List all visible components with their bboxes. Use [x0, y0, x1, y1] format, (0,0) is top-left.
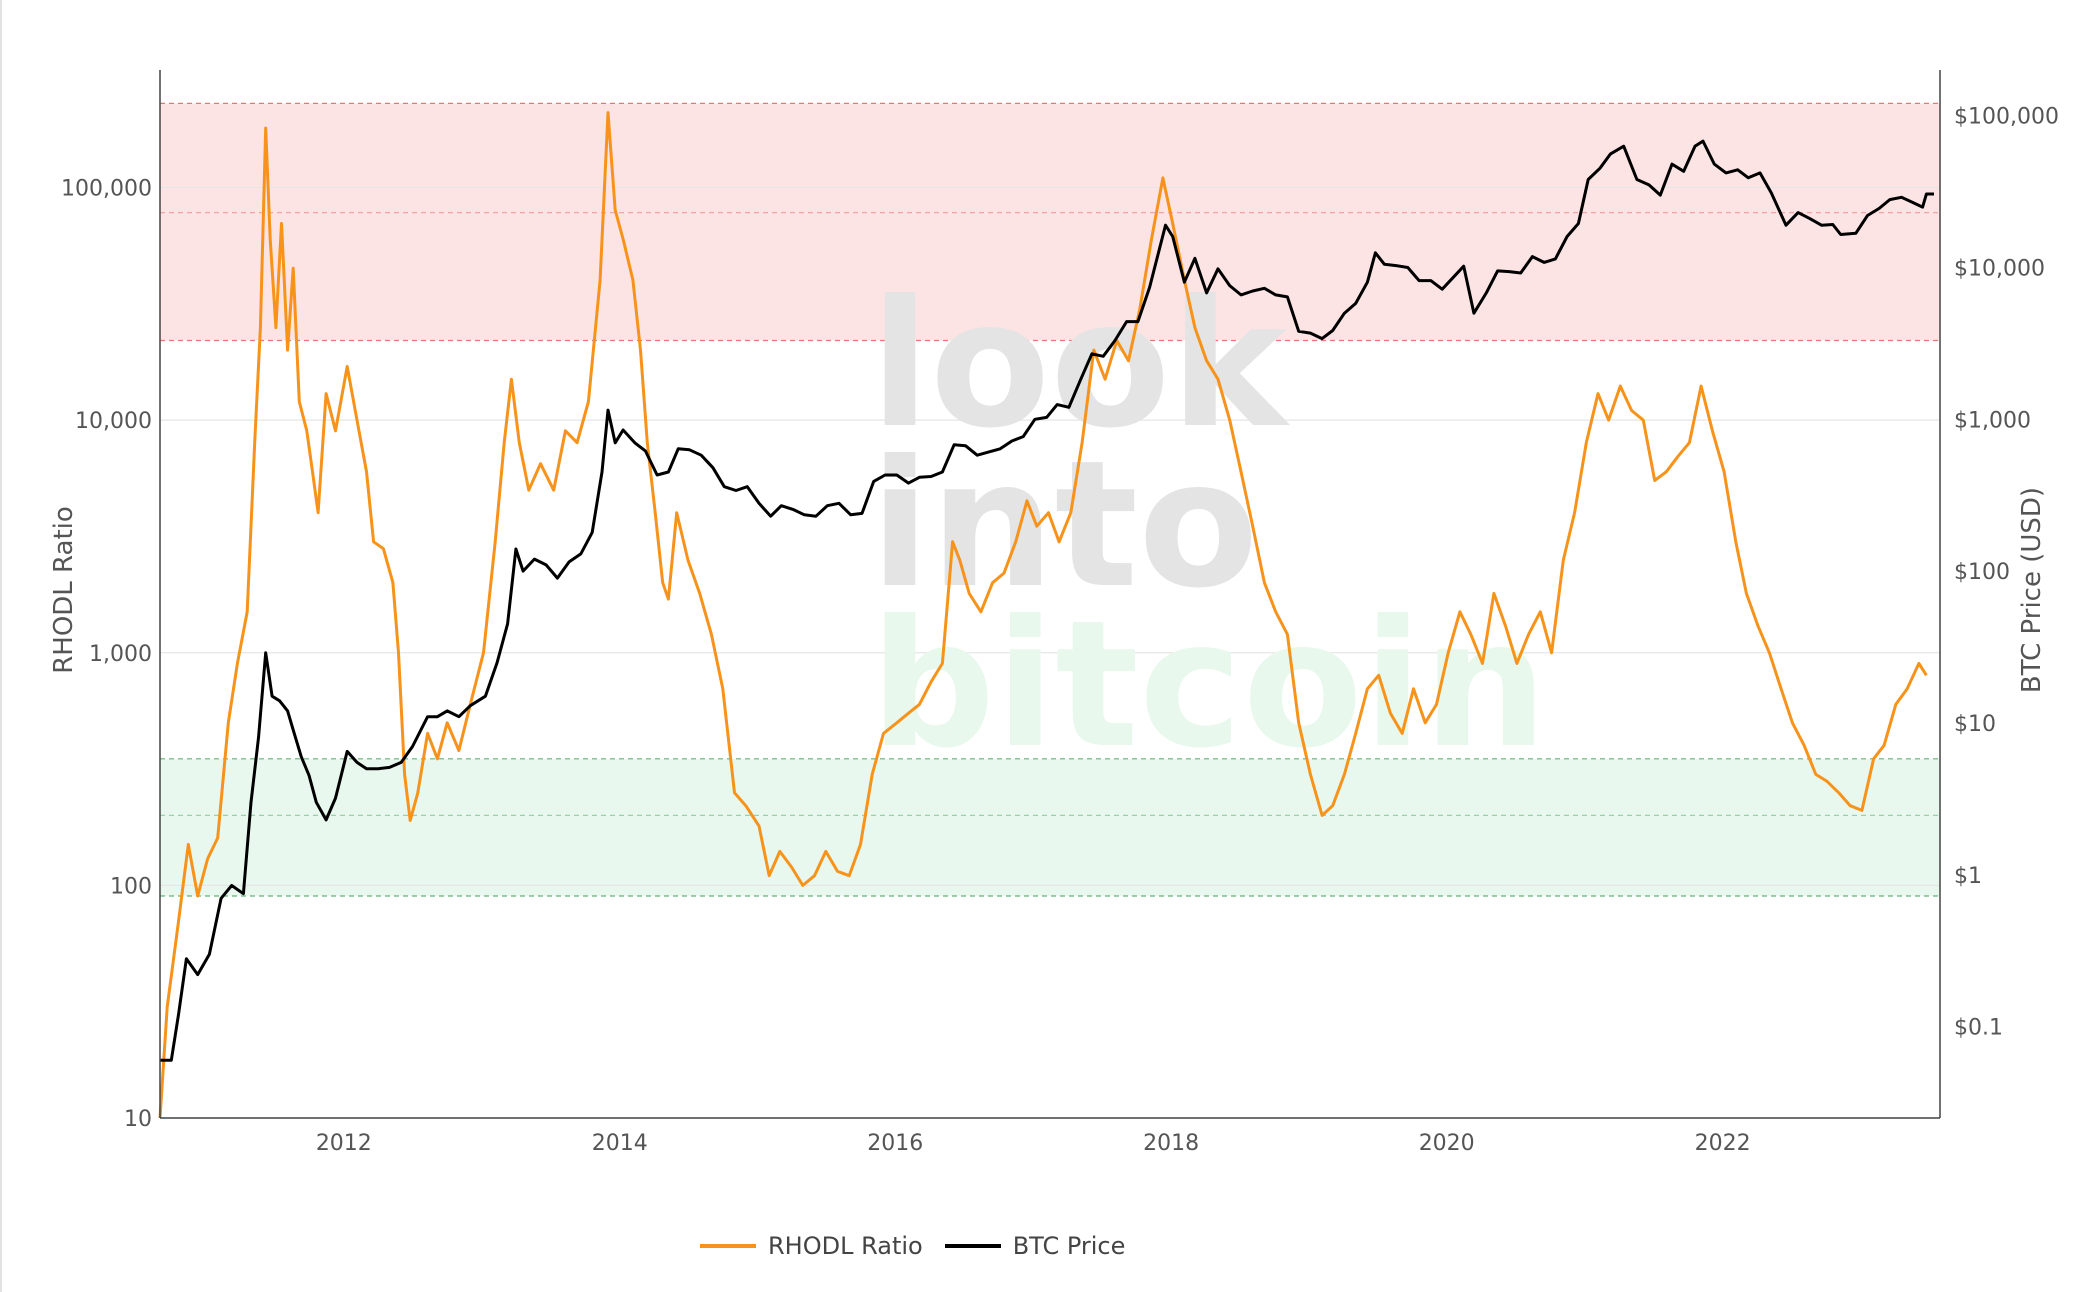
- legend-item-btc-price[interactable]: BTC Price: [944, 1232, 1126, 1260]
- legend-swatch-btc-price: [944, 1244, 1001, 1248]
- series-layer: [158, 111, 1934, 1119]
- ticks-layer: 10 100 1,000 10,000 100,000 $0.1 $1 $10 $100 $1,0…: [61, 105, 2059, 1156]
- x-tick-label: 2022: [1695, 1131, 1751, 1156]
- watermark-word: bitcoin: [870, 584, 1547, 787]
- y-left-tick-label: 1,000: [89, 642, 152, 667]
- y-right-tick-label: $10,000: [1954, 257, 2045, 282]
- y-left-tick-label: 10,000: [75, 409, 152, 434]
- y-right-tick-label: $100: [1954, 560, 2010, 585]
- bands-layer: [160, 102, 1940, 897]
- page-border: [0, 0, 2, 1292]
- axes-layer: [159, 70, 1941, 1119]
- x-tick-label: 2012: [316, 1131, 372, 1156]
- legend-label-rhodl: RHODL Ratio: [768, 1232, 923, 1260]
- x-tick-label: 2020: [1419, 1131, 1475, 1156]
- y-right-tick-label: $1: [1954, 864, 1982, 889]
- series-line-btc-price: [160, 139, 1934, 1062]
- legend: RHODL Ratio BTC Price: [700, 1232, 1125, 1260]
- y-right-tick-label: $100,000: [1954, 105, 2059, 130]
- x-tick-label: 2014: [592, 1131, 648, 1156]
- band-top: [160, 103, 1940, 341]
- x-tick-label: 2016: [867, 1131, 923, 1156]
- x-tick-label: 2018: [1143, 1131, 1199, 1156]
- y-right-tick-label: $0.1: [1954, 1016, 2003, 1041]
- band-bottom: [160, 758, 1940, 897]
- legend-swatch-rhodl: [700, 1244, 756, 1248]
- y-right-axis-title: BTC Price (USD): [2017, 487, 2047, 693]
- y-left-tick-label: 10: [124, 1107, 152, 1132]
- y-left-tick-label: 100,000: [61, 177, 152, 202]
- legend-item-rhodl[interactable]: RHODL Ratio: [700, 1232, 923, 1260]
- legend-label-btc-price: BTC Price: [1012, 1232, 1126, 1260]
- y-right-tick-label: $1,000: [1954, 408, 2031, 433]
- watermark-word: look: [870, 264, 1290, 467]
- y-right-tick-label: $10: [1954, 712, 1996, 737]
- y-left-axis-title: RHODL Ratio: [49, 506, 79, 674]
- y-left-tick-label: 100: [110, 874, 152, 899]
- series-line-rhodl-ratio: [158, 111, 1928, 1119]
